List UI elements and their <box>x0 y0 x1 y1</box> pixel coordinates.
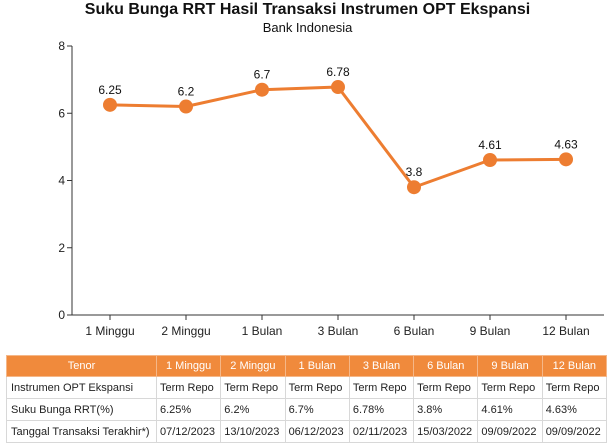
y-tick-label: 0 <box>58 308 65 322</box>
x-tick-label: 2 Minggu <box>161 324 210 338</box>
y-tick-label: 2 <box>58 241 65 255</box>
table-cell: 4.61% <box>477 398 543 421</box>
table-cell: 6.78% <box>348 398 415 421</box>
table-cell: 06/12/2023 <box>284 420 350 443</box>
y-tick-label: 4 <box>58 174 65 188</box>
table-cell: 09/09/2022 <box>541 420 608 443</box>
data-label: 6.2 <box>178 85 195 99</box>
x-tick-label: 1 Bulan <box>242 324 283 338</box>
x-tick-label: 1 Minggu <box>85 324 134 338</box>
data-label: 6.78 <box>326 65 350 79</box>
table-cell: 09/09/2022 <box>477 420 543 443</box>
table-row-label: Suku Bunga RRT(%) <box>6 398 157 421</box>
table-cell: Term Repo <box>220 376 286 399</box>
table-cell: Term Repo <box>348 376 415 399</box>
table-cell: 6.2% <box>220 398 286 421</box>
x-tick-label: 6 Bulan <box>394 324 435 338</box>
table-row-instrumen: Instrumen OPT Ekspansi Term Repo Term Re… <box>6 376 608 399</box>
data-label: 3.8 <box>406 165 423 179</box>
data-label: 6.7 <box>254 68 271 82</box>
table-row-tanggal: Tanggal Transaksi Terakhir*) 07/12/2023 … <box>6 420 608 443</box>
data-point <box>331 80 345 95</box>
table-row-label: Tanggal Transaksi Terakhir*) <box>6 420 157 443</box>
line-chart: 0 2 4 6 8 1 Minggu 2 Minggu 1 Bulan 3 Bulan 6 Bul… <box>58 39 604 338</box>
table-header-col: 1 Minggu <box>155 355 222 377</box>
table-cell: 02/11/2023 <box>348 420 415 443</box>
x-tick-label: 3 Bulan <box>318 324 359 338</box>
table-cell: 4.63% <box>541 398 608 421</box>
table-cell: 07/12/2023 <box>155 420 222 443</box>
table-header-row: Tenor 1 Minggu 2 Minggu 1 Bulan 3 Bulan … <box>6 355 608 377</box>
table-cell: 3.8% <box>413 398 479 421</box>
tenor-data-table: Tenor 1 Minggu 2 Minggu 1 Bulan 3 Bulan … <box>6 355 608 443</box>
table-header-col: 1 Bulan <box>284 355 350 377</box>
data-point <box>103 97 117 112</box>
data-label: 4.63 <box>554 137 578 151</box>
table-row-suku-bunga: Suku Bunga RRT(%) 6.25% 6.2% 6.7% 6.78% … <box>6 398 608 421</box>
table-cell: Term Repo <box>477 376 543 399</box>
table-header-col: 3 Bulan <box>348 355 415 377</box>
data-point <box>179 99 193 114</box>
y-tick-label: 6 <box>58 106 65 120</box>
y-tick-label: 8 <box>58 39 65 53</box>
table-cell: Term Repo <box>413 376 479 399</box>
table-cell: 6.7% <box>284 398 350 421</box>
data-point <box>483 152 497 167</box>
data-label: 4.61 <box>478 138 502 152</box>
table-cell: 13/10/2023 <box>220 420 286 443</box>
table-row-label: Instrumen OPT Ekspansi <box>6 376 157 399</box>
table-header-tenor: Tenor <box>6 355 157 377</box>
table-cell: Term Repo <box>284 376 350 399</box>
data-label: 6.25 <box>98 83 122 97</box>
table-header-col: 12 Bulan <box>541 355 608 377</box>
table-header-col: 6 Bulan <box>413 355 479 377</box>
table-header-col: 2 Minggu <box>220 355 286 377</box>
data-point <box>559 152 573 167</box>
x-tick-label: 9 Bulan <box>470 324 511 338</box>
data-point <box>407 180 421 195</box>
table-cell: 6.25% <box>155 398 222 421</box>
data-point <box>255 82 269 97</box>
table-header-col: 9 Bulan <box>477 355 543 377</box>
chart-title: Suku Bunga RRT Hasil Transaksi Instrumen… <box>84 1 531 18</box>
table-cell: Term Repo <box>541 376 608 399</box>
x-tick-label: 12 Bulan <box>542 324 589 338</box>
table-cell: Term Repo <box>155 376 222 399</box>
chart-subtitle: Bank Indonesia <box>262 20 353 35</box>
table-cell: 15/03/2022 <box>413 420 479 443</box>
